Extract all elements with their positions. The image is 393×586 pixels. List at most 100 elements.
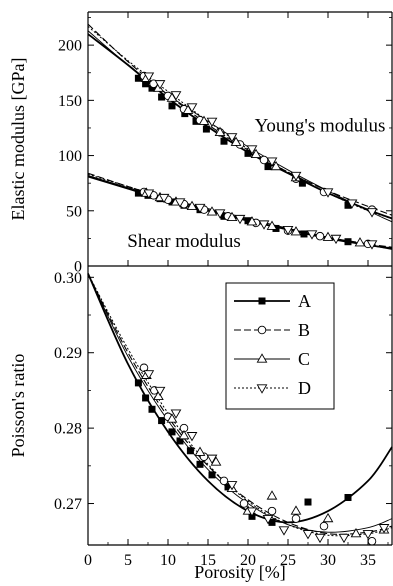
data-point (166, 413, 178, 423)
x-tick-label: 0 (84, 552, 92, 569)
data-point (224, 483, 232, 491)
data-point (206, 454, 218, 464)
x-tick-label: 5 (124, 552, 132, 569)
legend-marker (258, 297, 266, 305)
data-point (194, 446, 206, 456)
data-point (170, 91, 182, 101)
data-point (246, 145, 258, 155)
data-point (344, 493, 352, 501)
poisson-series-a (134, 379, 352, 526)
data-point (142, 394, 150, 402)
data-point (338, 533, 350, 544)
data-point (298, 179, 306, 187)
data-point (170, 409, 182, 419)
data-point (268, 518, 276, 526)
legend-marker (256, 384, 268, 394)
data-point (174, 198, 186, 208)
bottom-panel: 0.27 0.28 0.29 0.30 0 5 10 15 20 25 30 35 Porosity [… (8, 265, 393, 582)
data-point (148, 405, 156, 413)
data-point (158, 93, 166, 101)
data-point (153, 390, 164, 401)
y-tick-label: 100 (58, 148, 82, 165)
bottom-y-axis-label: Poisson's ratio (8, 354, 28, 458)
legend-entry-c: C (234, 349, 310, 369)
data-point (206, 117, 218, 128)
data-point (244, 217, 252, 225)
data-point (290, 505, 302, 515)
x-tick-label: 15 (200, 552, 216, 569)
y-tick-label: 50 (66, 203, 82, 220)
data-point (244, 149, 252, 157)
data-point (210, 456, 222, 466)
bottom-plot-area (87, 273, 393, 546)
data-point (258, 220, 270, 230)
data-point (158, 193, 170, 204)
data-point (344, 238, 352, 246)
data-point (186, 200, 198, 210)
data-point (148, 84, 156, 92)
data-point (264, 163, 272, 171)
data-point (246, 216, 258, 226)
data-point (300, 230, 308, 238)
data-point (270, 160, 282, 171)
data-point (186, 432, 198, 442)
data-point (362, 530, 374, 540)
top-panel: Young's modulus Shear modulus 0 50 100 150 200… (8, 11, 393, 276)
data-point (234, 214, 246, 225)
data-point (266, 157, 278, 167)
data-point (330, 234, 342, 245)
top-plot-area (87, 23, 393, 250)
data-point (239, 499, 249, 508)
data-point (143, 72, 155, 82)
top-y-axis-label: Elastic modulus [GPa] (8, 58, 28, 221)
data-point (220, 137, 228, 145)
data-point (306, 230, 318, 240)
x-tick-label: 30 (320, 552, 336, 569)
data-point (266, 220, 278, 230)
data-point (366, 240, 378, 250)
legend-label: A (298, 291, 311, 311)
data-point (230, 136, 242, 146)
young-fit-d (87, 25, 393, 219)
data-point (186, 447, 194, 455)
poisson-series-d (143, 370, 390, 544)
data-point (304, 498, 312, 506)
data-point (139, 363, 149, 373)
data-point (219, 476, 229, 486)
data-point (196, 460, 204, 468)
data-point (186, 103, 198, 113)
data-point (226, 133, 238, 143)
x-tick-label: 10 (160, 552, 176, 569)
data-point (198, 115, 210, 125)
data-point (226, 211, 238, 222)
legend-entry-d: D (234, 378, 311, 398)
data-point (366, 208, 378, 218)
shear-annotation: Shear modulus (127, 231, 240, 252)
data-point (143, 189, 155, 199)
young-series-d (143, 72, 378, 218)
data-point (178, 429, 190, 440)
data-point (250, 148, 262, 159)
data-point (346, 199, 358, 209)
data-point (367, 536, 377, 546)
data-point (314, 533, 326, 544)
data-point (143, 370, 155, 380)
data-point (168, 428, 176, 436)
data-point (319, 521, 329, 531)
y-tick-label: 0.29 (54, 345, 82, 362)
data-point (154, 386, 166, 397)
legend-entry-b: B (234, 320, 310, 340)
data-point (168, 102, 176, 110)
data-point (134, 74, 142, 82)
legend-marker (257, 325, 267, 335)
legend-marker (256, 353, 268, 363)
data-point (322, 188, 334, 198)
y-tick-label: 150 (58, 93, 82, 110)
data-point (208, 471, 216, 479)
y-tick-label: 200 (58, 38, 82, 55)
poisson-fit-a (87, 273, 393, 524)
data-point (259, 155, 269, 165)
y-tick-label: 0 (74, 259, 82, 276)
